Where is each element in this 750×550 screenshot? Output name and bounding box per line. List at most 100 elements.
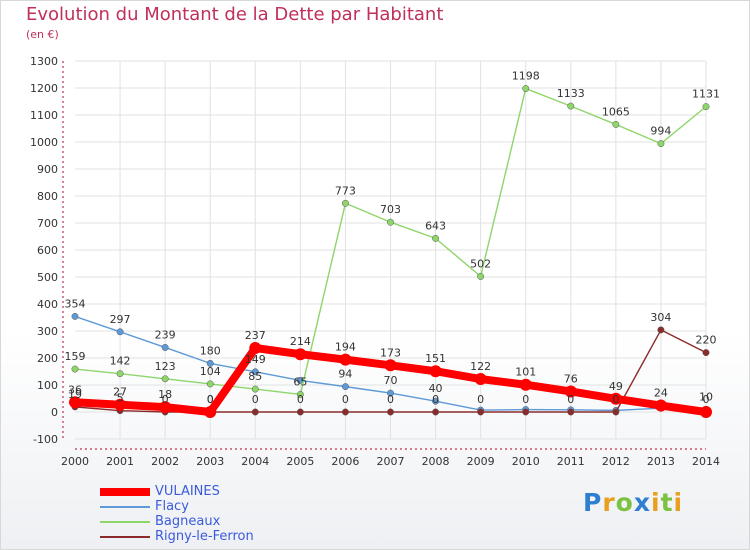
data-point-vulaines bbox=[654, 399, 667, 412]
data-label-vulaines: 151 bbox=[425, 352, 446, 365]
legend-label: Rigny-le-Ferron bbox=[155, 529, 254, 544]
data-point-vulaines bbox=[384, 359, 397, 372]
y-tick-label: 1100 bbox=[30, 109, 58, 122]
legend-swatch bbox=[100, 535, 150, 538]
data-point-vulaines bbox=[564, 385, 577, 398]
data-label-vulaines: 214 bbox=[290, 335, 311, 348]
x-tick-label: 2003 bbox=[196, 455, 224, 468]
y-tick-label: 1000 bbox=[30, 136, 58, 149]
legend-item-bagneaux: Bagneaux bbox=[100, 514, 254, 529]
legend: VULAINES Flacy Bagneaux Rigny-le-Ferron bbox=[100, 484, 254, 544]
data-point-bagneaux bbox=[206, 380, 214, 388]
x-tick-label: 2014 bbox=[692, 455, 720, 468]
data-point-vulaines bbox=[609, 392, 622, 405]
data-point-rigny-le-ferron bbox=[251, 408, 259, 416]
x-tick-label: 2006 bbox=[331, 455, 359, 468]
legend-label: Bagneaux bbox=[155, 514, 221, 529]
data-point-vulaines bbox=[700, 406, 712, 418]
data-label-rigny-le-ferron: 0 bbox=[612, 393, 619, 406]
data-point-bagneaux bbox=[341, 199, 349, 207]
data-label-bagneaux: 85 bbox=[248, 370, 262, 383]
x-tick-label: 2008 bbox=[422, 455, 450, 468]
data-label-flacy: 180 bbox=[200, 344, 221, 357]
data-label-flacy: 354 bbox=[65, 297, 86, 310]
y-tick-label: 800 bbox=[37, 190, 58, 203]
data-label-vulaines: 173 bbox=[380, 346, 401, 359]
y-tick-label: 700 bbox=[37, 217, 58, 230]
data-point-bagneaux bbox=[612, 121, 620, 128]
data-point-rigny-le-ferron bbox=[387, 408, 394, 416]
data-label-vulaines: 0 bbox=[703, 393, 710, 406]
legend-item-vulaines: VULAINES bbox=[100, 484, 254, 499]
y-tick-label: 100 bbox=[37, 379, 58, 392]
y-tick-label: 0 bbox=[51, 406, 58, 419]
data-point-bagneaux bbox=[71, 365, 79, 373]
data-point-bagneaux bbox=[251, 385, 259, 393]
data-point-vulaines bbox=[249, 342, 262, 355]
x-tick-label: 2004 bbox=[241, 455, 269, 468]
data-point-bagneaux bbox=[161, 375, 169, 383]
y-tick-label: 200 bbox=[37, 352, 58, 365]
legend-item-rigny-le-ferron: Rigny-le-Ferron bbox=[100, 529, 254, 544]
data-label-vulaines: 18 bbox=[158, 388, 172, 401]
data-point-bagneaux bbox=[657, 140, 665, 148]
data-label-flacy: 149 bbox=[245, 353, 266, 366]
logo-letter: x bbox=[633, 488, 651, 517]
data-point-rigny-le-ferron bbox=[702, 349, 710, 357]
data-point-vulaines bbox=[204, 406, 217, 418]
data-label-bagneaux: 104 bbox=[200, 365, 221, 378]
logo-letter: i bbox=[651, 488, 661, 517]
data-label-rigny-le-ferron: 0 bbox=[387, 393, 394, 406]
x-tick-label: 2011 bbox=[557, 455, 585, 468]
data-point-vulaines bbox=[474, 373, 487, 386]
axes: 2000 2001 2002 2003 2004 2005 2006 2007 2008 2009… bbox=[30, 55, 720, 468]
series-lines bbox=[69, 85, 712, 418]
data-label-rigny-le-ferron: 0 bbox=[477, 393, 484, 406]
data-point-rigny-le-ferron bbox=[567, 408, 575, 416]
y-tick-label: 600 bbox=[37, 244, 58, 257]
data-point-rigny-le-ferron bbox=[341, 408, 349, 416]
y-tick-label: 300 bbox=[37, 325, 58, 338]
data-point-rigny-le-ferron bbox=[432, 408, 440, 416]
data-label-vulaines: 122 bbox=[470, 360, 491, 373]
chart-unit-label: (en €) bbox=[26, 28, 59, 41]
x-tick-label: 2000 bbox=[61, 455, 89, 468]
data-point-bagneaux bbox=[567, 102, 575, 110]
data-label-vulaines: 0 bbox=[207, 393, 214, 406]
legend-label: VULAINES bbox=[155, 484, 220, 499]
data-label-flacy: 70 bbox=[384, 374, 398, 387]
data-label-vulaines: 101 bbox=[515, 366, 536, 379]
data-point-flacy bbox=[161, 344, 169, 351]
data-label-bagneaux: 65 bbox=[293, 375, 307, 388]
data-label-bagneaux: 1133 bbox=[557, 87, 585, 100]
data-label-vulaines: 27 bbox=[113, 386, 127, 399]
data-point-rigny-le-ferron bbox=[296, 408, 304, 416]
logo-letter: P bbox=[583, 488, 603, 517]
x-tick-label: 2010 bbox=[512, 455, 540, 468]
data-label-flacy: 10 bbox=[699, 390, 713, 403]
data-label-flacy: 239 bbox=[155, 328, 176, 341]
legend-swatch bbox=[100, 505, 150, 508]
y-tick-label: 1300 bbox=[30, 55, 58, 68]
logo-letter: i bbox=[673, 488, 684, 517]
logo-letter: t bbox=[660, 488, 674, 517]
legend-swatch bbox=[100, 487, 150, 496]
x-tick-label: 2007 bbox=[377, 455, 405, 468]
data-label-rigny-le-ferron: 0 bbox=[297, 393, 304, 406]
x-tick-label: 2012 bbox=[602, 455, 630, 468]
data-point-bagneaux bbox=[432, 234, 440, 242]
data-label-flacy: 297 bbox=[110, 313, 131, 326]
data-point-bagneaux bbox=[477, 273, 485, 280]
data-point-bagneaux bbox=[702, 103, 710, 111]
data-label-rigny-le-ferron: 0 bbox=[162, 393, 169, 406]
data-label-bagneaux: 994 bbox=[650, 125, 671, 138]
data-point-flacy bbox=[251, 368, 259, 376]
logo-letter: r bbox=[602, 488, 616, 517]
data-point-vulaines bbox=[69, 396, 81, 409]
data-point-vulaines bbox=[294, 348, 307, 361]
proxiti-logo: Proxiti bbox=[583, 488, 683, 517]
data-label-rigny-le-ferron: 0 bbox=[207, 393, 214, 406]
data-label-vulaines: 24 bbox=[654, 387, 668, 400]
